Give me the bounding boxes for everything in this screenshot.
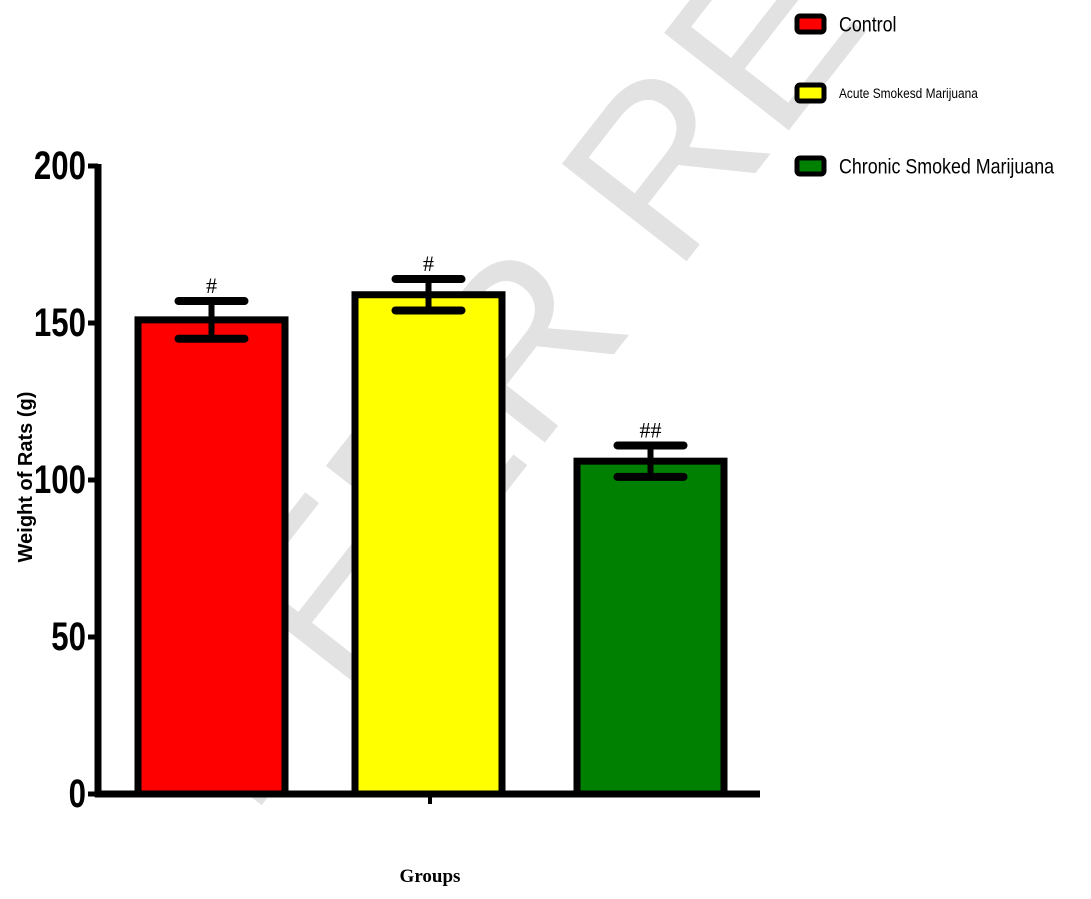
significance-label: # [206,273,217,298]
bar [573,457,728,798]
y-axis-label: Weight of Rats (g) [15,392,37,563]
bar [351,291,506,798]
legend-label: Acute Smokesd Marijuana [839,85,979,101]
legend-swatch [794,82,827,104]
legend-swatch [794,13,827,35]
significance-label: # [423,251,434,276]
bar [134,316,289,798]
y-tick-label: 0 [69,771,86,816]
y-tick-label: 200 [34,143,86,188]
x-axis-label: Groups [400,866,461,887]
significance-label: ## [640,417,662,442]
legend-label: Chronic Smoked Marijuana [839,155,1054,179]
legend-swatch [794,155,827,177]
y-tick-label: 100 [34,457,86,502]
y-tick-label: 150 [34,300,86,345]
legend-label: Control [839,13,896,37]
y-tick-label: 50 [51,614,86,659]
legend: Control Acute Smokesd Marijuana Chronic Sm… [794,13,1054,179]
